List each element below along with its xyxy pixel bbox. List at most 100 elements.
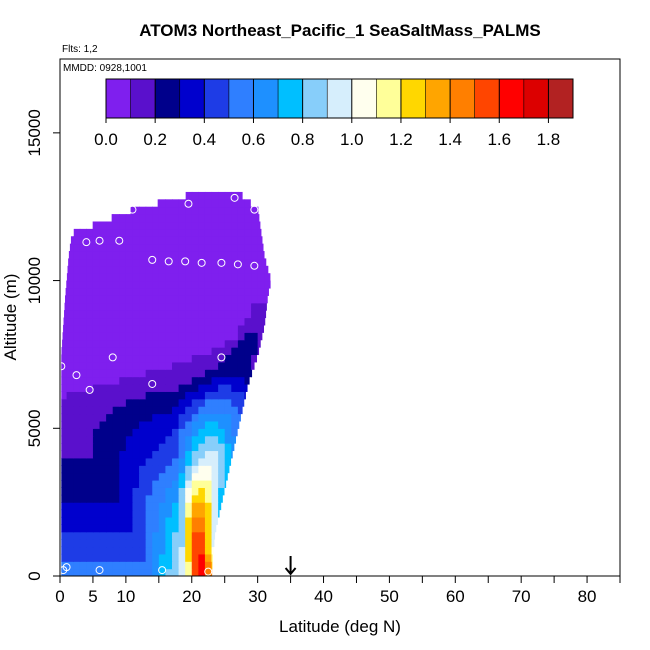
heatmap-cell bbox=[139, 561, 147, 570]
sample-point bbox=[204, 567, 213, 576]
heatmap-cell bbox=[244, 251, 252, 260]
heatmap-cell bbox=[73, 428, 81, 437]
heatmap-cell bbox=[191, 524, 199, 533]
heatmap-cell bbox=[119, 332, 127, 341]
heatmap-cell bbox=[158, 287, 167, 296]
heatmap-cell bbox=[198, 539, 206, 548]
heatmap-cell bbox=[172, 531, 180, 540]
heatmap-cell bbox=[178, 251, 186, 260]
heatmap-cell bbox=[132, 428, 140, 437]
heatmap-cell bbox=[99, 287, 107, 296]
heatmap-cell bbox=[257, 214, 260, 223]
heatmap-cell bbox=[264, 317, 266, 326]
heatmap-cell bbox=[251, 221, 259, 230]
heatmap-cell bbox=[198, 428, 206, 437]
heatmap-cell bbox=[185, 465, 193, 474]
heatmap-cell bbox=[224, 287, 232, 296]
heatmap-cell bbox=[112, 435, 120, 444]
heatmap-cell bbox=[112, 317, 120, 326]
heatmap-layer bbox=[61, 191, 271, 576]
heatmap-cell bbox=[132, 443, 140, 452]
heatmap-cell bbox=[125, 487, 134, 496]
heatmap-cell bbox=[86, 539, 94, 548]
heatmap-cell bbox=[178, 398, 186, 407]
heatmap-cell bbox=[158, 391, 167, 400]
colorbar-tick-label: 0.6 bbox=[242, 130, 266, 149]
heatmap-cell bbox=[92, 302, 101, 311]
heatmap-cell bbox=[61, 354, 68, 363]
heatmap-cell bbox=[191, 553, 199, 562]
colorbar-swatch bbox=[327, 79, 353, 118]
heatmap-cell bbox=[125, 391, 134, 400]
heatmap-cell bbox=[172, 472, 180, 481]
heatmap-cell bbox=[86, 472, 94, 481]
x-tick-label: 5 bbox=[88, 587, 97, 606]
heatmap-cell bbox=[178, 339, 186, 348]
heatmap-cell bbox=[66, 287, 74, 296]
heatmap-cell bbox=[185, 214, 193, 223]
heatmap-cell bbox=[106, 465, 114, 474]
heatmap-cell bbox=[112, 443, 120, 452]
heatmap-cell bbox=[139, 509, 147, 518]
heatmap-cell bbox=[112, 472, 120, 481]
heatmap-cell bbox=[119, 398, 127, 407]
heatmap-cell bbox=[86, 243, 94, 252]
heatmap-cell bbox=[198, 531, 206, 540]
heatmap-cell bbox=[185, 287, 193, 296]
heatmap-cell bbox=[61, 435, 68, 444]
heatmap-cell bbox=[237, 280, 246, 289]
heatmap-cell bbox=[145, 509, 153, 518]
heatmap-cell bbox=[152, 317, 160, 326]
heatmap-cell bbox=[224, 273, 232, 282]
heatmap-cell bbox=[224, 228, 232, 237]
heatmap-cell bbox=[99, 435, 107, 444]
heatmap-cell bbox=[185, 302, 193, 311]
heatmap-cell bbox=[132, 332, 140, 341]
heatmap-cell bbox=[185, 494, 193, 503]
heatmap-cell bbox=[73, 265, 81, 274]
heatmap-cell bbox=[198, 251, 206, 260]
heatmap-cell bbox=[145, 457, 153, 466]
heatmap-cell bbox=[251, 354, 258, 363]
heatmap-cell bbox=[92, 361, 101, 370]
heatmap-cell bbox=[231, 295, 239, 304]
heatmap-cell bbox=[86, 347, 94, 356]
heatmap-cell bbox=[86, 228, 94, 237]
heatmap-cell bbox=[99, 487, 107, 496]
heatmap-cell bbox=[86, 383, 94, 392]
heatmap-cell bbox=[145, 228, 153, 237]
heatmap-cell bbox=[132, 295, 140, 304]
heatmap-cell bbox=[158, 221, 167, 230]
heatmap-cell bbox=[125, 236, 134, 245]
heatmap-cell bbox=[158, 457, 167, 466]
heatmap-cell bbox=[191, 413, 199, 422]
heatmap-cell bbox=[112, 302, 120, 311]
heatmap-cell bbox=[132, 214, 140, 223]
heatmap-cell bbox=[61, 479, 68, 488]
colorbar-tick-label: 0.0 bbox=[94, 130, 118, 149]
heatmap-cell bbox=[211, 273, 219, 282]
heatmap-cell bbox=[231, 191, 239, 200]
heatmap-cell bbox=[92, 494, 101, 503]
heatmap-cell bbox=[178, 287, 186, 296]
heatmap-cell bbox=[211, 228, 219, 237]
heatmap-cell bbox=[218, 361, 226, 370]
heatmap-cell bbox=[99, 273, 107, 282]
heatmap-cell bbox=[204, 324, 213, 333]
heatmap-cell bbox=[198, 347, 206, 356]
heatmap-cell bbox=[204, 383, 213, 392]
heatmap-cell bbox=[125, 287, 134, 296]
heatmap-cell bbox=[218, 383, 226, 392]
heatmap-cell bbox=[79, 251, 87, 260]
heatmap-cell bbox=[178, 302, 186, 311]
sample-point bbox=[148, 379, 157, 388]
heatmap-cell bbox=[125, 302, 134, 311]
heatmap-cell bbox=[198, 443, 206, 452]
heatmap-cell bbox=[125, 553, 134, 562]
heatmap-cell bbox=[251, 287, 259, 296]
heatmap-cell bbox=[231, 206, 239, 215]
heatmap-cell bbox=[165, 494, 173, 503]
heatmap-cell bbox=[112, 457, 120, 466]
heatmap-cell bbox=[185, 332, 193, 341]
